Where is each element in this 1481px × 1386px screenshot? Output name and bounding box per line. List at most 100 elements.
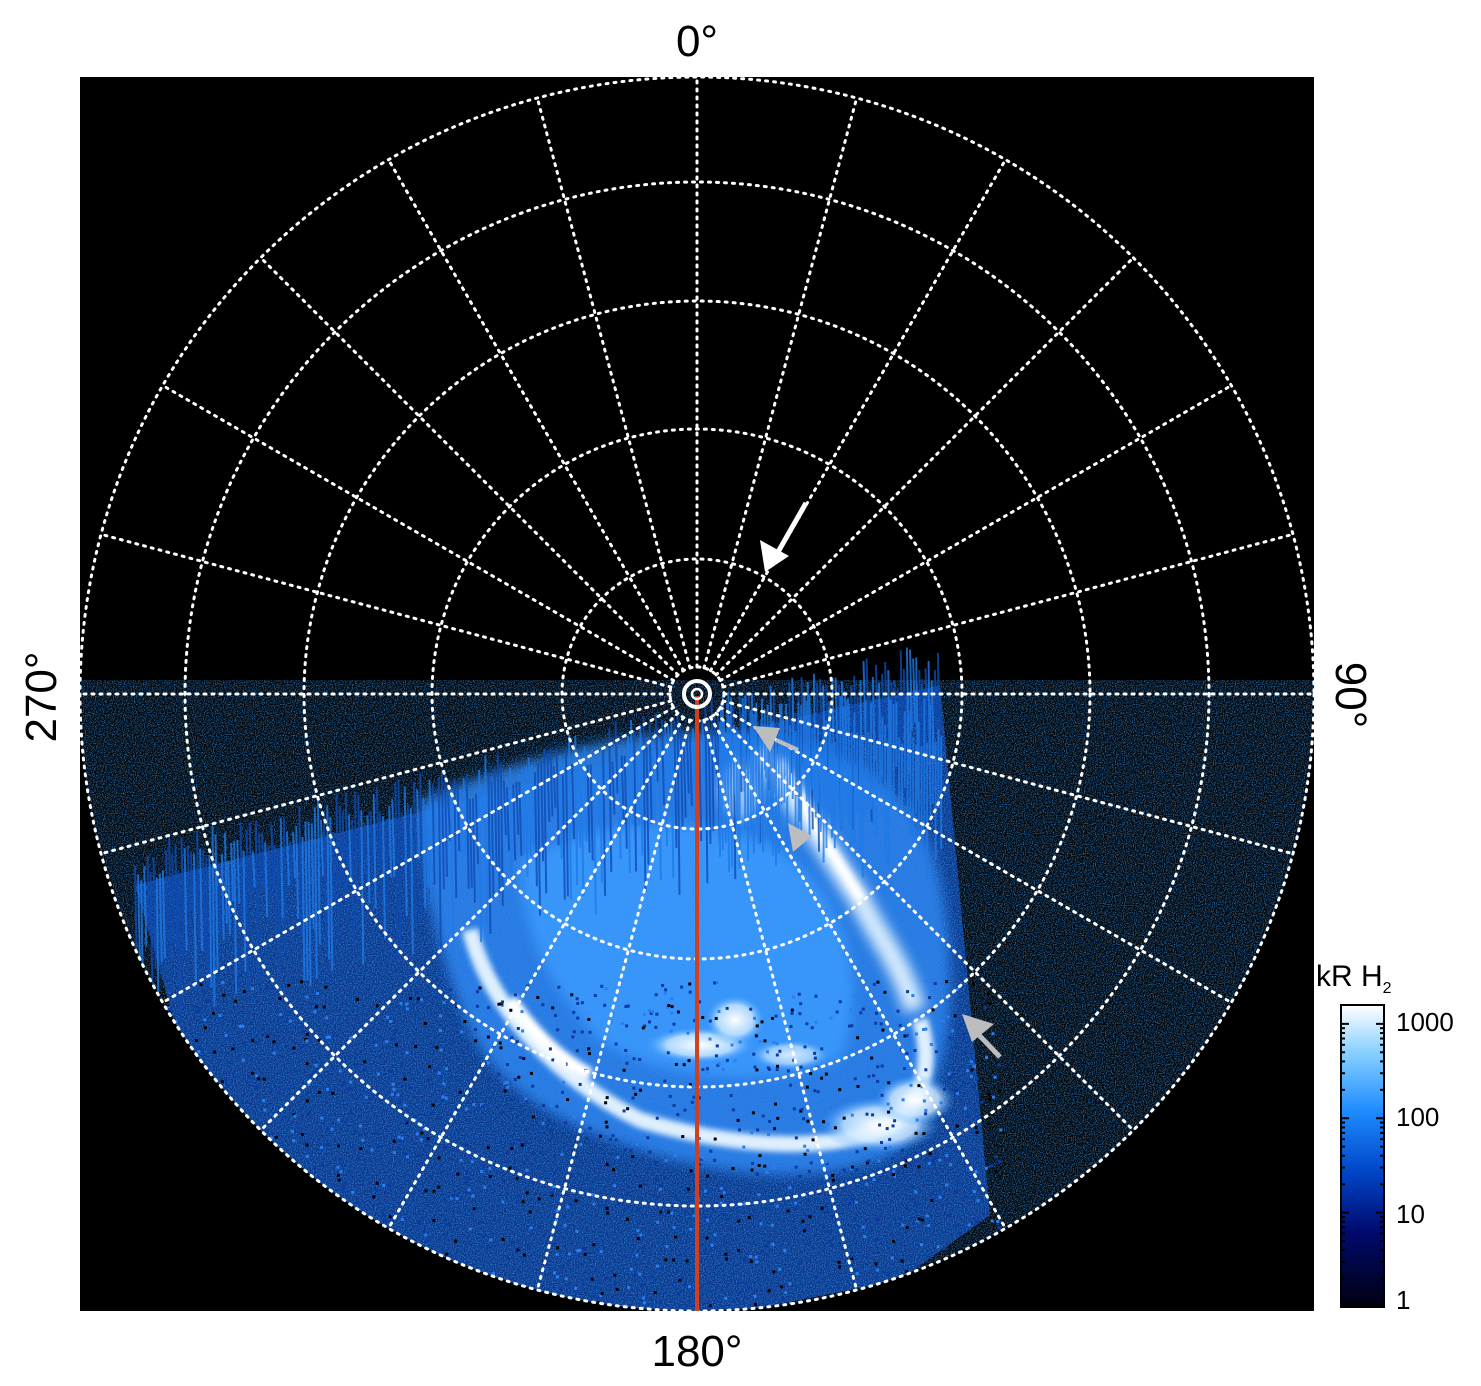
grain-pixel bbox=[708, 1037, 712, 1041]
streak bbox=[428, 779, 433, 903]
grain-pixel bbox=[451, 1194, 455, 1198]
grain-pixel bbox=[251, 987, 255, 991]
grain-pixel bbox=[466, 1190, 470, 1194]
grain-pixel bbox=[863, 1147, 867, 1151]
grain-pixel bbox=[206, 999, 210, 1003]
grain-pixel bbox=[994, 1155, 998, 1159]
grain-pixel bbox=[751, 1161, 755, 1165]
grain-pixel bbox=[863, 1057, 867, 1061]
grain-pixel bbox=[385, 1040, 389, 1044]
grain-pixel bbox=[920, 1218, 924, 1222]
grain-pixel bbox=[505, 1063, 509, 1067]
streak bbox=[394, 782, 399, 962]
grain-pixel bbox=[970, 1060, 974, 1064]
grain-pixel bbox=[391, 1082, 395, 1086]
grain-pixel bbox=[305, 995, 309, 999]
grain-pixel bbox=[757, 1164, 761, 1168]
grain-pixel bbox=[665, 1245, 669, 1249]
grain-pixel bbox=[418, 1221, 422, 1225]
grain-pixel bbox=[168, 1007, 172, 1011]
grain-pixel bbox=[725, 1257, 729, 1261]
grain-pixel bbox=[914, 1131, 918, 1135]
grain-pixel bbox=[653, 1291, 657, 1295]
grain-pixel bbox=[900, 1313, 903, 1316]
grain-pixel bbox=[717, 1061, 721, 1065]
streak bbox=[366, 815, 371, 904]
grain-pixel bbox=[723, 1317, 726, 1320]
grain-pixel bbox=[805, 1085, 809, 1089]
grain-pixel bbox=[198, 1048, 202, 1052]
grain-pixel bbox=[521, 1200, 525, 1204]
grain-pixel bbox=[309, 1074, 313, 1078]
streak bbox=[168, 836, 173, 960]
streak bbox=[620, 755, 625, 821]
grain-pixel bbox=[375, 1004, 379, 1008]
longitude-line bbox=[259, 711, 680, 1132]
grain-pixel bbox=[305, 1062, 309, 1066]
grain-pixel bbox=[705, 1236, 709, 1240]
grain-pixel bbox=[749, 1007, 753, 1011]
grain-pixel bbox=[478, 986, 482, 990]
grain-pixel bbox=[408, 1310, 412, 1311]
grain-pixel bbox=[470, 1160, 474, 1164]
grain-pixel bbox=[400, 1061, 404, 1065]
streak bbox=[561, 774, 566, 900]
grain-pixel bbox=[761, 1114, 765, 1118]
grain-pixel bbox=[600, 1292, 604, 1296]
grain-pixel bbox=[300, 980, 304, 984]
grain-pixel bbox=[395, 1043, 399, 1047]
grain-pixel bbox=[955, 1124, 959, 1128]
grain-pixel bbox=[464, 1143, 468, 1147]
grain-pixel bbox=[931, 1008, 935, 1012]
grain-pixel bbox=[588, 1126, 592, 1130]
grain-pixel bbox=[927, 1223, 931, 1227]
grain-pixel bbox=[901, 1223, 905, 1227]
grain-pixel bbox=[670, 1005, 674, 1009]
grain-pixel bbox=[317, 1038, 321, 1042]
grain-pixel bbox=[741, 1158, 745, 1162]
streak bbox=[502, 780, 507, 836]
grain-pixel bbox=[348, 1087, 352, 1091]
grain-pixel bbox=[392, 1151, 396, 1155]
grain-pixel bbox=[213, 1050, 217, 1054]
grain-pixel bbox=[498, 1111, 502, 1115]
grain-pixel bbox=[416, 997, 420, 1001]
grain-pixel bbox=[709, 1149, 713, 1153]
grain-pixel bbox=[499, 1002, 503, 1006]
grain-pixel bbox=[870, 1056, 874, 1060]
grain-pixel bbox=[320, 1145, 324, 1149]
streak bbox=[530, 764, 535, 844]
grain-pixel bbox=[522, 1056, 526, 1060]
grain-pixel bbox=[990, 1164, 994, 1168]
grain-pixel bbox=[755, 1260, 759, 1264]
grain-pixel bbox=[955, 1179, 959, 1183]
grain-pixel bbox=[322, 1156, 326, 1160]
grain-pixel bbox=[924, 1108, 928, 1112]
grain-pixel bbox=[516, 1248, 520, 1252]
grain-pixel bbox=[650, 1298, 654, 1302]
grain-pixel bbox=[468, 1227, 472, 1231]
grain-pixel bbox=[231, 1047, 235, 1051]
grain-pixel bbox=[658, 1187, 662, 1191]
grain-pixel bbox=[794, 1165, 798, 1169]
grain-pixel bbox=[664, 1159, 668, 1163]
grain-pixel bbox=[433, 995, 437, 999]
grain-pixel bbox=[275, 1111, 279, 1115]
grain-pixel bbox=[826, 1230, 830, 1234]
grain-pixel bbox=[655, 1264, 659, 1268]
grain-pixel bbox=[432, 1219, 436, 1223]
grain-pixel bbox=[437, 1185, 441, 1189]
grain-pixel bbox=[874, 1262, 878, 1266]
grain-pixel bbox=[758, 1040, 762, 1044]
streak bbox=[301, 837, 306, 980]
grain-pixel bbox=[855, 1316, 858, 1319]
grain-pixel bbox=[555, 1208, 559, 1212]
grain-pixel bbox=[743, 1257, 747, 1261]
grain-pixel bbox=[592, 1243, 596, 1247]
streak bbox=[326, 805, 331, 960]
streak bbox=[341, 810, 346, 900]
colorbar-tick-label: 1000 bbox=[1396, 1007, 1454, 1037]
grain-pixel bbox=[900, 1148, 904, 1152]
grain-pixel bbox=[680, 985, 684, 989]
grain-pixel bbox=[827, 1239, 831, 1243]
